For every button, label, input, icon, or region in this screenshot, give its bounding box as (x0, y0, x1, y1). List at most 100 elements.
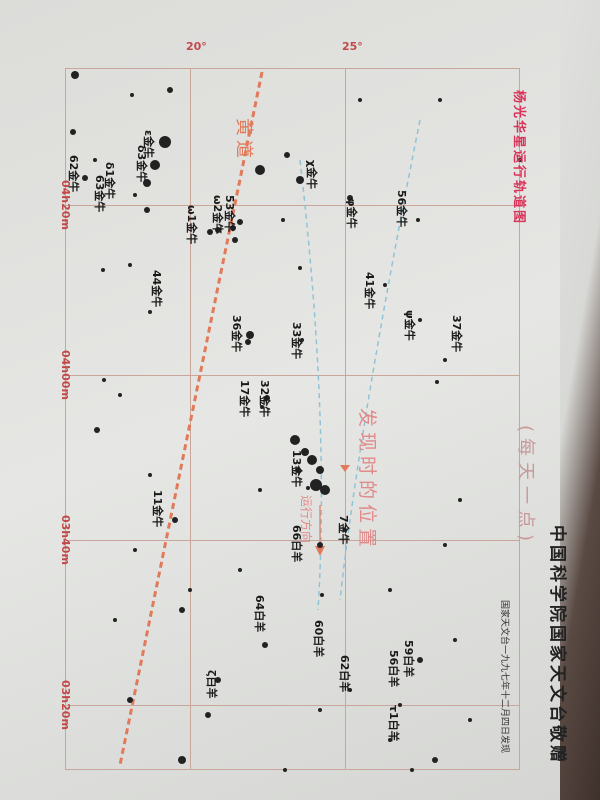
star-dot (260, 405, 264, 409)
star-dot (316, 466, 324, 474)
star-dot (178, 756, 186, 764)
star-label: ψ金牛 (403, 310, 416, 341)
star-dot (348, 688, 352, 692)
star-dot (343, 528, 347, 532)
star-label: τ1白羊 (387, 705, 400, 742)
star-label: 32金牛 (258, 380, 271, 418)
star-dot (113, 618, 117, 622)
star-label: 13金牛 (290, 450, 303, 488)
star-dot (358, 98, 362, 102)
star-dot (255, 165, 265, 175)
star-label: 56白羊 (387, 650, 400, 688)
star-dot (298, 266, 302, 270)
star-dot (172, 517, 178, 523)
star-dot (453, 638, 457, 642)
grid-line (65, 205, 520, 206)
star-dot (71, 71, 79, 79)
star-dot (317, 542, 323, 548)
star-dot (148, 310, 152, 314)
star-label: 66白羊 (290, 525, 303, 563)
star-dot (432, 757, 438, 763)
star-dot (458, 498, 462, 502)
star-dot (320, 593, 324, 597)
star-dot (144, 207, 150, 213)
star-label: φ金牛 (345, 198, 358, 229)
star-dot (148, 473, 152, 477)
star-label: 63金牛 (93, 175, 106, 213)
star-dot (443, 358, 447, 362)
star-label: 64白羊 (253, 595, 266, 633)
dec-label: 20° (186, 40, 207, 53)
star-label: 59白羊 (402, 640, 415, 678)
ra-label: 04h00m (59, 350, 72, 400)
star-label: 37金牛 (450, 315, 463, 353)
star-label: 33金牛 (290, 322, 303, 360)
star-dot (237, 219, 243, 225)
star-dot (179, 607, 185, 613)
grid-line (65, 705, 520, 706)
discovery-position-label: 发现时的位置 (356, 408, 378, 553)
discovery-note: 国家天文台一九九七年十二月四日发现 (499, 600, 509, 754)
star-dot (310, 479, 322, 491)
star-dot (443, 543, 447, 547)
star-dot (468, 718, 472, 722)
star-dot (143, 179, 151, 187)
star-dot (416, 218, 420, 222)
star-dot (347, 195, 353, 201)
star-dot (295, 467, 301, 473)
star-dot (215, 677, 221, 683)
star-dot (167, 87, 173, 93)
star-label: 36金牛 (230, 315, 243, 353)
star-dot (281, 218, 285, 222)
star-dot (306, 486, 310, 490)
star-dot (215, 227, 221, 233)
star-label: 7金牛 (337, 515, 350, 545)
star-dot (207, 229, 213, 235)
subtitle: (每天一点) (515, 425, 536, 548)
ecliptic-label: 黄道 (233, 118, 254, 162)
star-dot (150, 160, 160, 170)
star-dot (128, 263, 132, 267)
star-dot (264, 395, 270, 401)
star-label: ω2金牛 (211, 195, 224, 235)
star-dot (320, 485, 330, 495)
grid-line (65, 375, 520, 376)
star-dot (159, 136, 171, 148)
star-dot (94, 427, 100, 433)
star-dot (118, 393, 122, 397)
star-dot (438, 98, 442, 102)
star-label: 62金牛 (67, 155, 80, 193)
orbit-path (299, 159, 323, 611)
star-dot (301, 448, 309, 456)
star-dot (245, 339, 251, 345)
star-label: 41金牛 (363, 272, 376, 310)
star-label: ω1金牛 (185, 205, 198, 245)
star-dot (410, 768, 414, 772)
star-dot (70, 129, 76, 135)
star-dot (262, 642, 268, 648)
star-label: 11金牛 (151, 490, 164, 528)
star-dot (307, 455, 317, 465)
donor-text: 中国科学院国家天文台敬赠 (547, 525, 567, 765)
ra-label: 03h20m (59, 680, 72, 730)
star-dot (518, 158, 522, 162)
star-dot (82, 175, 88, 181)
direction-arrowhead (315, 546, 325, 556)
star-dot (238, 568, 242, 572)
star-dot (93, 158, 97, 162)
star-dot (318, 708, 322, 712)
orbit-path (339, 119, 421, 601)
star-dot (283, 768, 287, 772)
ra-label: 03h40m (59, 515, 72, 565)
star-label: 62白羊 (338, 655, 351, 693)
chart-title: 杨光华星运行轨道图 (511, 90, 526, 226)
discovery-marker (340, 465, 350, 472)
star-label: χ金牛 (305, 160, 318, 190)
star-dot (388, 738, 392, 742)
star-label: 56金牛 (395, 190, 408, 228)
grid-line (65, 540, 520, 541)
star-dot (296, 176, 304, 184)
star-dot (246, 331, 254, 339)
star-dot (417, 657, 423, 663)
